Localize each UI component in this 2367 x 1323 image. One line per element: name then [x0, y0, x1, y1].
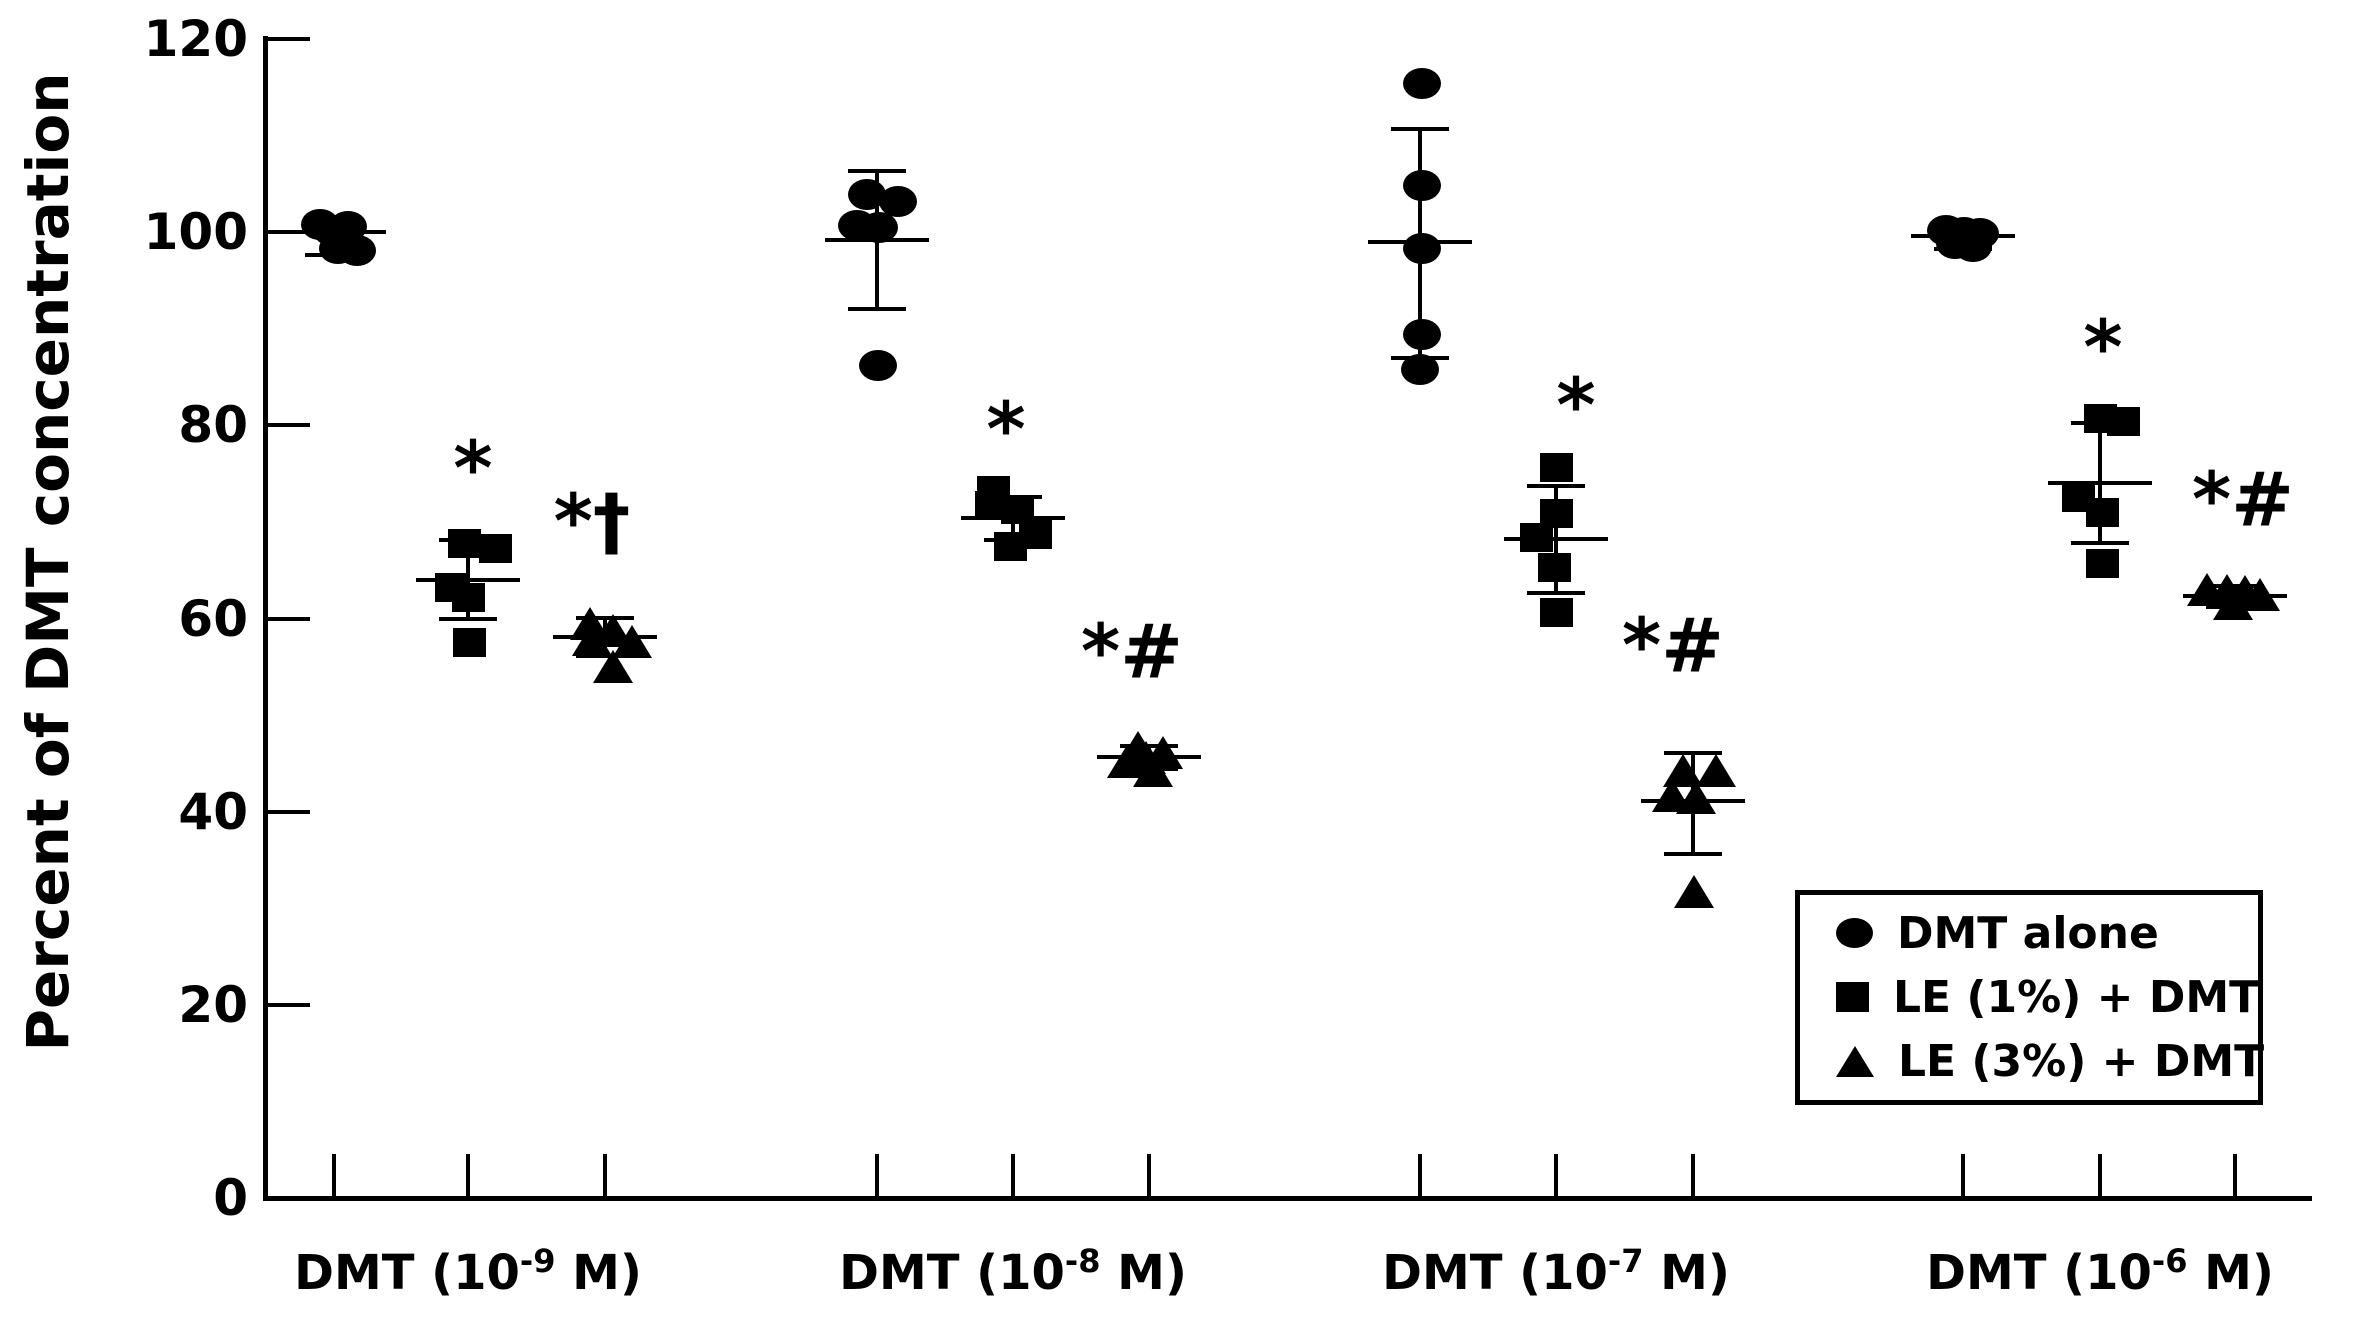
mean-line — [1504, 537, 1608, 542]
y-tick — [268, 1002, 310, 1007]
circle-marker-icon — [1836, 918, 1873, 949]
y-tick — [268, 809, 310, 814]
error-bar-cap — [1391, 126, 1449, 131]
y-tick — [268, 1196, 310, 1200]
data-point-square — [479, 534, 512, 564]
exponent: -7 — [1607, 1242, 1644, 1280]
significance-annotation: *# — [1080, 607, 1184, 696]
data-point-triangle — [2213, 587, 2253, 621]
error-bar-cap — [1664, 852, 1722, 857]
legend-item-dmt-alone: DMT alone — [1836, 908, 2258, 959]
data-point-circle — [1401, 354, 1439, 386]
data-point-circle — [879, 186, 917, 218]
exponent: -8 — [1064, 1242, 1101, 1280]
y-tick-label: 20 — [178, 975, 248, 1034]
x-tick — [2233, 1154, 2237, 1196]
mean-line — [2048, 481, 2152, 486]
x-tick — [603, 1154, 607, 1196]
data-point-square — [1538, 553, 1571, 583]
data-point-square — [2086, 498, 2119, 528]
legend-label: DMT alone — [1897, 907, 2159, 959]
y-tick-label: 40 — [178, 782, 248, 841]
x-group-label: DMT (10-9 M) — [294, 1242, 642, 1301]
legend-item-le1-dmt: LE (1%) + DMT — [1836, 971, 2260, 1023]
data-point-circle — [1403, 68, 1441, 100]
error-bar-cap — [848, 169, 906, 174]
x-group-label: DMT (10-7 M) — [1382, 1242, 1730, 1301]
data-point-circle — [1954, 230, 1992, 262]
y-tick-label: 60 — [178, 589, 248, 648]
significance-annotation: *# — [2191, 455, 2295, 544]
data-point-square — [994, 532, 1027, 562]
data-point-square — [452, 583, 485, 613]
x-tick — [466, 1154, 470, 1196]
x-tick — [1011, 1154, 1015, 1196]
data-point-square — [453, 627, 486, 657]
triangle-marker-icon — [1836, 1046, 1874, 1078]
data-point-square — [448, 529, 481, 559]
data-point-triangle — [593, 649, 633, 683]
y-tick — [268, 423, 310, 428]
x-tick — [332, 1154, 336, 1196]
data-point-circle — [1403, 169, 1441, 201]
x-group-label: DMT (10-6 M) — [1926, 1242, 2274, 1301]
x-tick — [875, 1154, 879, 1196]
square-marker-icon — [1836, 982, 1869, 1013]
data-point-triangle — [1676, 781, 1716, 815]
legend-label: LE (3%) + DMT — [1898, 1036, 2265, 1088]
data-point-triangle — [1133, 754, 1173, 788]
x-axis-line — [263, 1196, 2312, 1201]
exponent: -9 — [519, 1242, 556, 1280]
y-tick — [268, 616, 310, 621]
y-tick — [268, 37, 310, 42]
data-point-square — [2086, 548, 2119, 578]
x-tick — [1418, 1154, 1422, 1196]
significance-annotation: * — [986, 385, 1026, 474]
significance-annotation: * — [453, 424, 493, 513]
data-point-circle — [860, 212, 898, 244]
error-bar-cap — [848, 307, 906, 312]
legend-label: LE (1%) + DMT — [1893, 971, 2260, 1023]
x-tick — [1961, 1154, 1965, 1196]
error-bar-cap — [439, 617, 497, 622]
data-point-circle — [1403, 232, 1441, 264]
error-bar-cap — [1664, 750, 1722, 755]
data-point-circle — [859, 350, 897, 382]
x-tick — [1691, 1154, 1695, 1196]
y-axis-title: Percent of DMT concentration — [14, 72, 82, 1052]
data-point-triangle — [1674, 874, 1714, 908]
x-tick — [1554, 1154, 1558, 1196]
y-tick-label: 100 — [143, 203, 248, 262]
data-point-square — [2107, 406, 2140, 436]
x-group-label: DMT (10-8 M) — [839, 1242, 1187, 1301]
legend: DMT alone LE (1%) + DMT LE (3%) + DMT — [1795, 890, 2264, 1105]
y-tick-label: 0 — [213, 1169, 248, 1227]
data-point-circle — [338, 234, 376, 266]
y-axis-line — [263, 36, 268, 1201]
significance-annotation: * — [1556, 361, 1596, 450]
error-bar-cap — [2071, 541, 2129, 546]
y-tick-label: 120 — [143, 10, 248, 69]
data-point-square — [1540, 597, 1573, 627]
significance-annotation: *† — [553, 477, 631, 566]
significance-annotation: * — [2083, 303, 2123, 392]
error-bar-cap — [1527, 591, 1585, 596]
mean-line — [416, 577, 520, 582]
x-tick — [2098, 1154, 2102, 1196]
y-tick-label: 80 — [178, 396, 248, 455]
exponent: -6 — [2151, 1242, 2188, 1280]
x-tick — [1147, 1154, 1151, 1196]
data-point-square — [1520, 523, 1553, 553]
significance-annotation: *# — [1621, 601, 1725, 690]
error-bar-cap — [1527, 484, 1585, 489]
legend-item-le3-dmt: LE (3%) + DMT — [1836, 1036, 2264, 1087]
data-point-square — [1540, 452, 1573, 482]
data-point-circle — [1403, 318, 1441, 350]
